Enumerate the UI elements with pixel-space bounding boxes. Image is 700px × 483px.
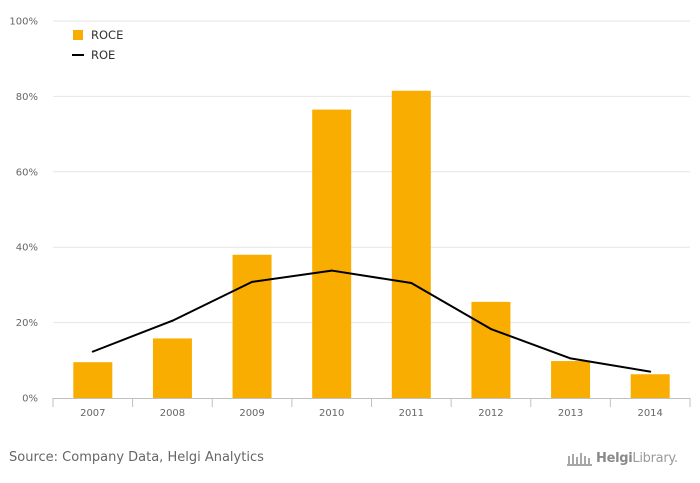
x-tick-label: 2011 xyxy=(399,408,424,419)
y-tick-label: 100% xyxy=(9,17,38,28)
y-tick-label: 80% xyxy=(16,92,38,103)
y-tick-label: 20% xyxy=(16,318,38,329)
bar-roce xyxy=(73,362,113,398)
bar-series-roce xyxy=(73,90,670,399)
legend: ROCE ROE xyxy=(72,28,123,62)
x-tick-label: 2007 xyxy=(80,408,105,419)
bar-roce xyxy=(630,374,670,398)
x-tick-label: 2008 xyxy=(160,408,185,419)
bar-roce xyxy=(312,109,352,398)
x-axis: 2007 2008 2009 2010 2011 2012 2013 2014 xyxy=(52,398,691,419)
x-tick-label: 2014 xyxy=(637,408,662,419)
point-roe xyxy=(330,269,333,272)
bar-roce xyxy=(232,254,272,398)
legend-label-roe[interactable]: ROE xyxy=(91,48,115,62)
bar-roce xyxy=(391,90,431,399)
y-tick-label: 60% xyxy=(16,167,38,178)
x-tick-label: 2012 xyxy=(478,408,503,419)
grid xyxy=(53,20,690,324)
library-building-icon xyxy=(567,452,592,466)
x-tick-label: 2009 xyxy=(239,408,264,419)
x-tick-label: 2013 xyxy=(558,408,583,419)
legend-swatch-roce[interactable] xyxy=(73,30,83,40)
point-roe xyxy=(410,282,413,285)
source-note: Source: Company Data, Helgi Analytics xyxy=(9,450,264,465)
bar-roce xyxy=(551,361,591,398)
point-roe xyxy=(171,319,174,322)
logo-brand-text: Helgi xyxy=(596,451,633,466)
line-roe xyxy=(92,269,651,373)
point-roe xyxy=(649,370,652,373)
point-roe xyxy=(251,280,254,283)
bar-roce xyxy=(152,338,192,398)
y-tick-label: 0% xyxy=(22,394,38,405)
legend-label-roce[interactable]: ROCE xyxy=(91,28,123,42)
line-series-roe xyxy=(91,269,652,373)
point-roe xyxy=(91,350,94,353)
x-tick-label: 2010 xyxy=(319,408,344,419)
y-axis: 0% 20% 40% 60% 80% 100% xyxy=(9,17,38,405)
logo-suffix-text: Library. xyxy=(632,451,678,466)
bar-roce xyxy=(471,301,511,398)
point-roe xyxy=(569,357,572,360)
helgi-library-logo[interactable]: Helgi Library. xyxy=(567,451,678,466)
point-roe xyxy=(489,328,492,331)
chart: 0%20%40%60%80%100% 2007 2008 2009 2010 2011 2… xyxy=(9,17,691,419)
y-tick-label: 40% xyxy=(16,243,38,254)
